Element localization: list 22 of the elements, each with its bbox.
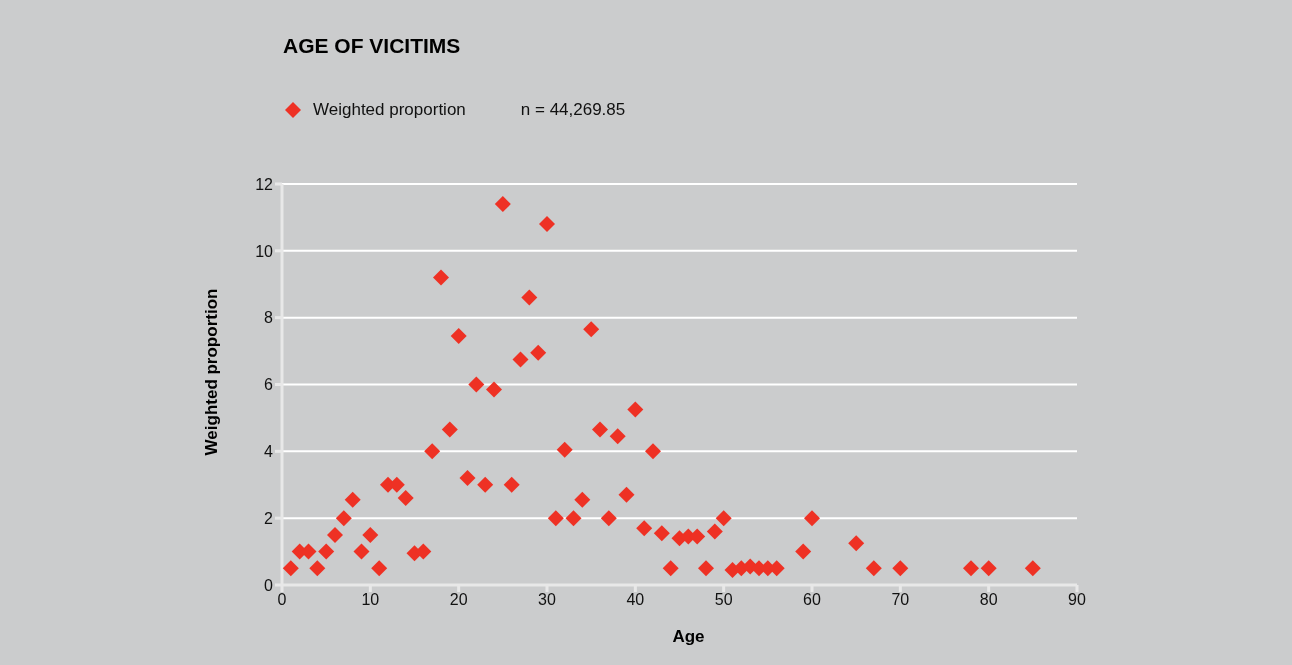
x-tick-label: 40 (626, 591, 645, 609)
x-tick-label: 10 (361, 591, 380, 609)
y-tick-label: 6 (264, 376, 274, 394)
x-axis-title: Age (671, 627, 706, 647)
legend-label: Weighted proportion (313, 100, 466, 120)
y-tick-label: 12 (255, 175, 274, 193)
x-tick-label: 20 (449, 591, 468, 609)
x-tick-label: 30 (538, 591, 556, 609)
chart-title: AGE OF VICITIMS (283, 34, 461, 58)
y-tick-label: 4 (264, 443, 274, 461)
y-tick-label: 8 (264, 309, 274, 327)
y-tick-label: 2 (264, 509, 274, 527)
text: n = 44,269.85 (520, 100, 626, 120)
y-tick-label: 10 (255, 242, 274, 260)
x-tick-label: 0 (277, 591, 287, 609)
y-tick-label: 0 (264, 576, 274, 594)
x-tick-label: 80 (979, 591, 998, 609)
x-tick-label: 60 (803, 591, 821, 609)
x-tick-label: 50 (714, 591, 733, 609)
x-tick-label: 90 (1068, 591, 1086, 609)
y-axis-title: Weighted proportion (202, 288, 222, 456)
x-tick-label: 70 (891, 591, 910, 609)
